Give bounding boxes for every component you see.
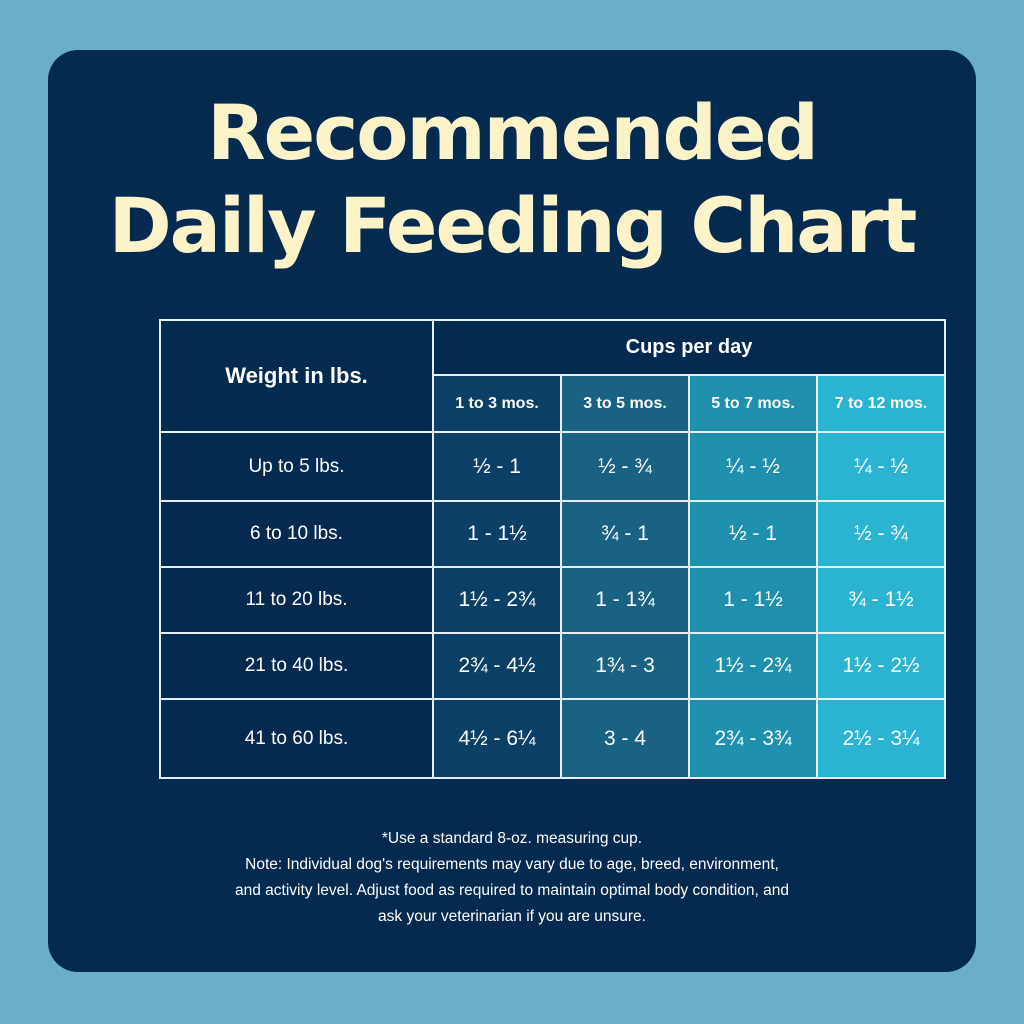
cups-cell: ¼ - ½: [816, 431, 946, 502]
column-header: 1 to 3 mos.: [432, 374, 562, 433]
footnote-line: ask your veterinarian if you are unsure.: [378, 908, 646, 925]
cups-cell: 2½ - 3¼: [816, 698, 946, 779]
column-header: 3 to 5 mos.: [560, 374, 690, 433]
footnote-line: and activity level. Adjust food as requi…: [234, 882, 790, 899]
feeding-table: Weight in lbs. Cups per day 1 to 3 mos. …: [159, 319, 946, 779]
cups-cell: ¾ - 1½: [816, 566, 946, 634]
row-label: 6 to 10 lbs.: [159, 500, 434, 568]
weight-header: Weight in lbs.: [159, 319, 434, 433]
footnote: *Use a standard 8-oz. measuring cup. Not…: [0, 826, 1024, 930]
cups-cell: 1 - 1½: [432, 500, 562, 568]
cups-cell: 1½ - 2¾: [688, 632, 818, 700]
cups-cell: 2¾ - 3¾: [688, 698, 818, 779]
cups-cell: 3 - 4: [560, 698, 690, 779]
title-line-2: Daily Feeding Chart: [108, 181, 918, 270]
footnote-line: Note: Individual dog's requirements may …: [245, 856, 779, 873]
cups-cell: 1¾ - 3: [560, 632, 690, 700]
cups-cell: ½ - 1: [688, 500, 818, 568]
cups-cell: ½ - ¾: [560, 431, 690, 502]
row-label: 11 to 20 lbs.: [159, 566, 434, 634]
row-label: 21 to 40 lbs.: [159, 632, 434, 700]
row-label: 41 to 60 lbs.: [159, 698, 434, 779]
cups-cell: 4½ - 6¼: [432, 698, 562, 779]
row-label: Up to 5 lbs.: [159, 431, 434, 502]
table-row: 21 to 40 lbs. 2¾ - 4½ 1¾ - 3 1½ - 2¾ 1½ - 2½: [159, 632, 946, 700]
table-row: 41 to 60 lbs. 4½ - 6¼ 3 - 4 2¾ - 3¾ 2½ - 3¼: [159, 698, 946, 779]
cups-cell: ¾ - 1: [560, 500, 690, 568]
cups-cell: ¼ - ½: [688, 431, 818, 502]
title-line-1: Recommended: [207, 88, 819, 177]
table-row: 11 to 20 lbs. 1½ - 2¾ 1 - 1¾ 1 - 1½ ¾ - 1½: [159, 566, 946, 634]
cups-cell: 1 - 1½: [688, 566, 818, 634]
cups-cell: 1½ - 2½: [816, 632, 946, 700]
cups-cell: 1½ - 2¾: [432, 566, 562, 634]
cups-cell: ½ - 1: [432, 431, 562, 502]
cups-cell: 1 - 1¾: [560, 566, 690, 634]
cups-cell: ½ - ¾: [816, 500, 946, 568]
column-header: 5 to 7 mos.: [688, 374, 818, 433]
cups-per-day-header: Cups per day: [432, 319, 946, 376]
footnote-line: *Use a standard 8-oz. measuring cup.: [381, 830, 643, 847]
cups-cell: 2¾ - 4½: [432, 632, 562, 700]
column-header: 7 to 12 mos.: [816, 374, 946, 433]
